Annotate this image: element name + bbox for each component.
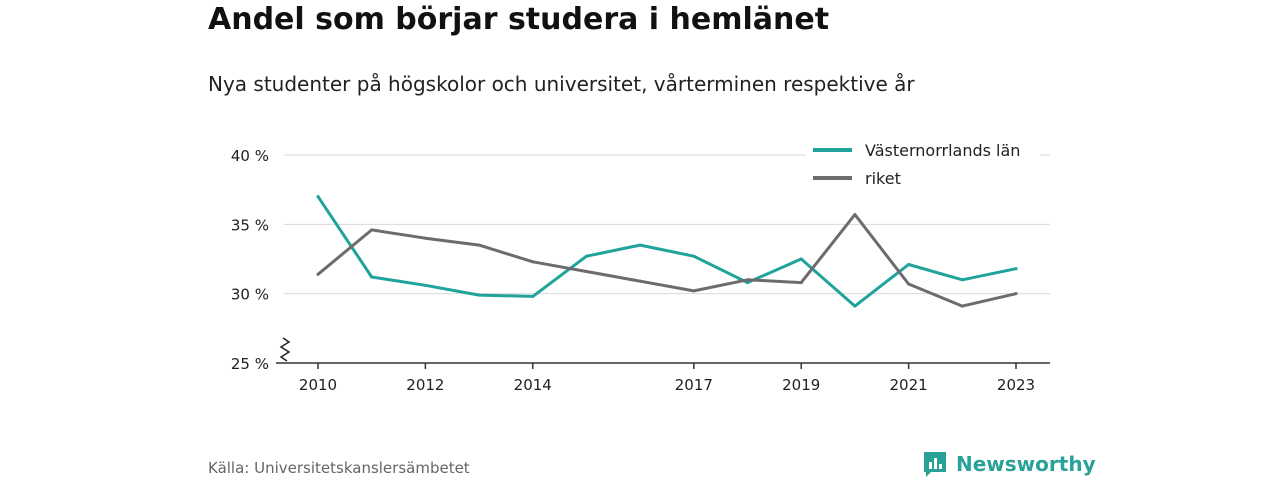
data-point — [638, 279, 642, 283]
data-point — [960, 304, 964, 308]
data-point — [370, 275, 374, 279]
data-point — [960, 278, 964, 282]
series-line — [316, 195, 1018, 308]
y-tick-label: 25 % — [231, 355, 269, 373]
data-point — [907, 282, 911, 286]
newsworthy-logo-icon — [924, 452, 946, 477]
legend-label: riket — [865, 169, 901, 188]
data-point — [1014, 292, 1018, 296]
data-point — [853, 304, 857, 308]
data-point — [423, 283, 427, 287]
data-point — [799, 257, 803, 261]
x-tick-label: 2017 — [675, 376, 713, 394]
data-point — [584, 269, 588, 273]
data-point — [370, 228, 374, 232]
legend-background — [806, 136, 1040, 194]
y-tick-label: 30 % — [231, 286, 269, 304]
legend: Västernorrlands län riket — [806, 136, 1040, 194]
data-point — [692, 254, 696, 258]
data-point — [746, 281, 750, 285]
axis-break-icon — [279, 337, 291, 362]
brand-name: Newsworthy — [956, 452, 1096, 476]
source-note: Källa: Universitetskanslersämbetet — [208, 459, 470, 477]
chart-subtitle: Nya studenter på högskolor och universit… — [208, 72, 915, 96]
data-point — [531, 294, 535, 298]
y-axis-ticks: 25 % 30 % 35 % 40 % — [231, 147, 269, 373]
x-tick-label: 2019 — [782, 376, 820, 394]
y-tick-label: 35 % — [231, 216, 269, 234]
legend-label: Västernorrlands län — [865, 141, 1020, 160]
data-point — [1014, 267, 1018, 271]
data-point — [477, 293, 481, 297]
data-point — [746, 278, 750, 282]
x-tick-label: 2023 — [997, 376, 1035, 394]
data-point — [692, 289, 696, 293]
line-chart: 25 % 30 % 35 % 40 % 2010 2012 2014 2017 2019 202… — [230, 136, 1050, 394]
data-point — [638, 243, 642, 247]
data-point — [584, 254, 588, 258]
x-tick-label: 2010 — [299, 376, 337, 394]
x-axis: 2010 2012 2014 2017 2019 2021 2023 — [276, 337, 1050, 394]
data-point — [799, 281, 803, 285]
series-line — [316, 213, 1018, 308]
data-point — [853, 213, 857, 217]
data-point — [477, 243, 481, 247]
data-point — [316, 272, 320, 276]
x-tick-label: 2014 — [514, 376, 552, 394]
chart-title: Andel som börjar studera i hemlänet — [208, 2, 830, 37]
y-tick-label: 40 % — [231, 147, 269, 165]
x-tick-label: 2021 — [890, 376, 928, 394]
data-point — [316, 195, 320, 199]
brand-logo[interactable]: Newsworthy — [922, 450, 1096, 478]
x-tick-label: 2012 — [406, 376, 444, 394]
data-point — [907, 263, 911, 267]
data-point — [423, 236, 427, 240]
data-point — [531, 260, 535, 264]
series-lines — [316, 195, 1018, 308]
